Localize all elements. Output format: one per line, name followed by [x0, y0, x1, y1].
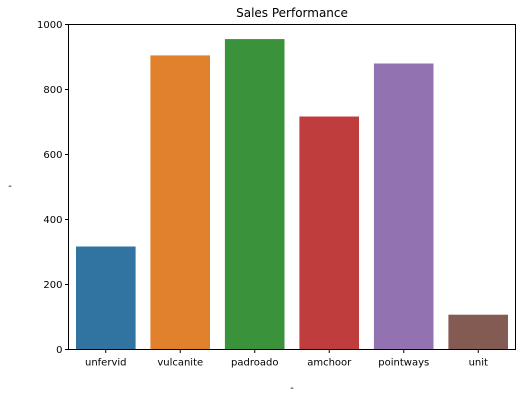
- bars-group: [76, 39, 508, 350]
- bar-vulcanite: [150, 55, 210, 350]
- plot-frame: [68, 24, 516, 350]
- y-axis-label: -: [8, 181, 12, 192]
- x-tick-label: padroado: [231, 358, 278, 369]
- x-tick-label: unfervid: [85, 358, 127, 369]
- x-tick-label: pointways: [378, 358, 429, 369]
- bar-padroado: [224, 39, 285, 350]
- bar-unit: [448, 314, 508, 350]
- x-tick-label: vulcanite: [157, 358, 203, 369]
- x-tick-label: unit: [469, 358, 488, 369]
- y-tick-label: 200: [43, 280, 62, 291]
- x-axis-ticks: unfervid vulcanite padroado amchoor pointway…: [85, 349, 488, 369]
- y-tick-label: 1000: [37, 20, 62, 31]
- y-axis-ticks: 0 200 400 600 800 1000: [37, 20, 69, 356]
- y-tick-label: 400: [43, 215, 62, 226]
- chart-title: Sales Performance: [236, 6, 348, 20]
- y-tick-label: 800: [43, 85, 62, 96]
- bar-amchoor: [299, 116, 359, 350]
- y-tick-label: 600: [43, 150, 62, 161]
- x-tick-label: amchoor: [307, 358, 352, 369]
- bar-unfervid: [76, 246, 136, 350]
- x-axis-label: -: [290, 383, 294, 394]
- bar-pointways: [373, 63, 434, 350]
- y-tick-label: 0: [56, 345, 62, 356]
